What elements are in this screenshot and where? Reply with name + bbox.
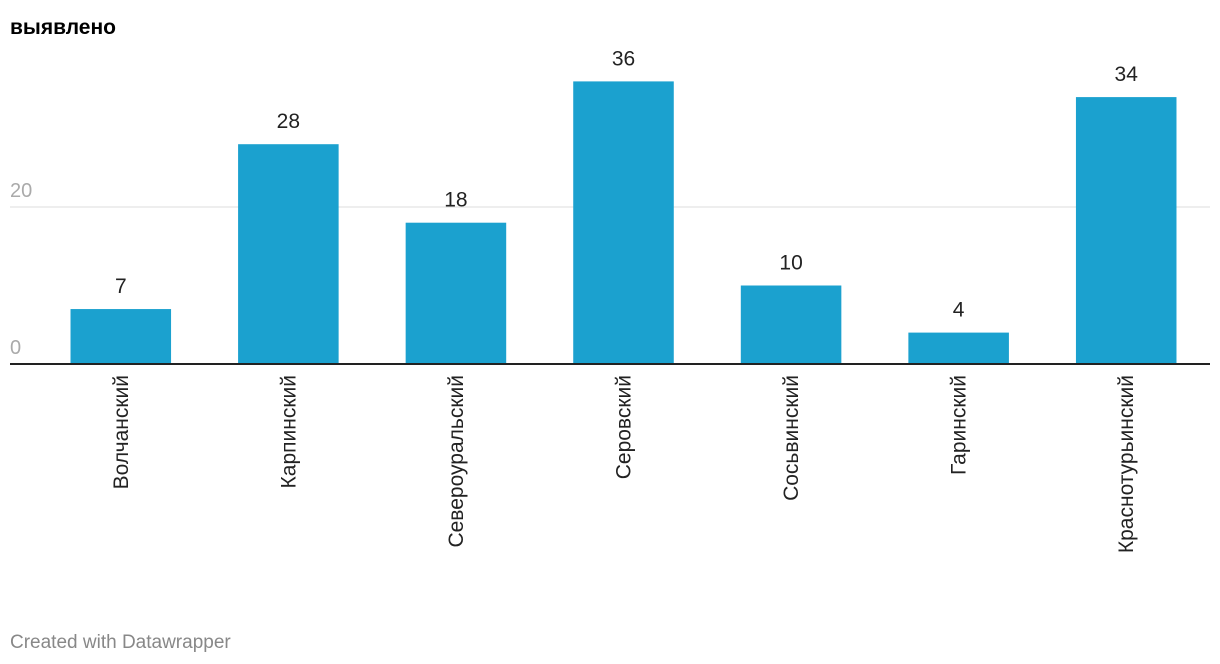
value-label: 4 <box>953 299 965 322</box>
chart-title: выявлено <box>10 16 116 39</box>
value-label: 7 <box>115 275 127 298</box>
x-tick-label: Североуральский <box>445 375 468 548</box>
value-label: 28 <box>277 110 300 133</box>
bar <box>1075 97 1177 364</box>
bar <box>70 309 172 364</box>
bar <box>405 222 507 364</box>
y-tick-label: 20 <box>10 180 32 202</box>
y-tick-label: 0 <box>10 337 21 359</box>
x-tick-label: Карпинский <box>277 375 300 488</box>
x-tick-label: Волчанский <box>110 375 133 489</box>
source-note: Created with Datawrapper <box>10 632 231 653</box>
value-label: 34 <box>1115 63 1139 86</box>
x-tick-label: Серовский <box>613 375 636 479</box>
value-label: 36 <box>612 47 635 70</box>
x-tick-label: Гаринский <box>948 375 971 475</box>
bar <box>740 285 842 364</box>
bar <box>238 144 339 364</box>
value-label: 10 <box>779 252 802 275</box>
bar <box>908 332 1009 364</box>
value-label: 18 <box>444 189 467 212</box>
x-tick-label: Краснотурьинский <box>1115 375 1138 553</box>
x-tick-label: Сосьвинский <box>780 375 803 501</box>
bar <box>573 81 674 365</box>
